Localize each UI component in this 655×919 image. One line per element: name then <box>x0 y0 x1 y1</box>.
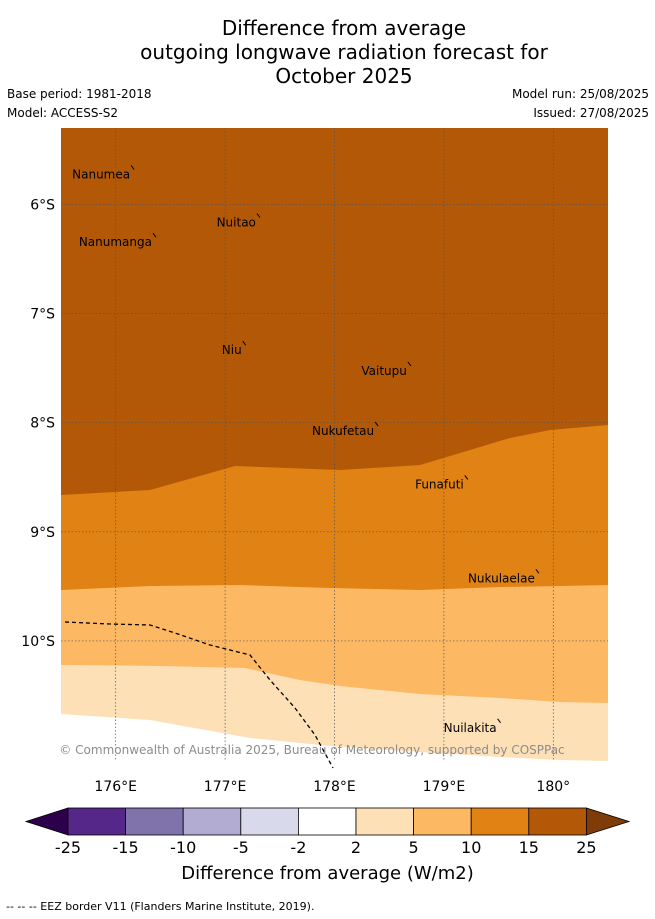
colorbar-tick-label: 5 <box>409 838 419 857</box>
issued-date: Issued: 27/08/2025 <box>533 106 649 120</box>
colorbar-tick-label: 15 <box>519 838 539 857</box>
model-run: Model run: 25/08/2025 <box>511 87 649 101</box>
colorbar-tick-label: -15 <box>113 838 139 857</box>
island-label: Nanumea <box>72 167 130 181</box>
colorbar-segment <box>355 807 414 836</box>
island-label: Nukulaelae <box>468 571 535 585</box>
colorbar-title: Difference from average (W/m2) <box>181 863 474 884</box>
colorbar-segment <box>67 807 126 836</box>
map-title: Difference from average outgoing longwav… <box>0 16 655 88</box>
longitude-tick-label: 176°E <box>94 779 137 795</box>
island-labels: Nanumea Nuitao Nanumanga Niu Vaitupu Nukufeta… <box>72 165 540 735</box>
island-mark <box>256 213 261 218</box>
island-label: Nukufetau <box>312 424 374 438</box>
title-line-3: October 2025 <box>275 64 413 88</box>
latitude-tick-label: 8°S <box>30 416 55 432</box>
eez-border <box>64 621 334 769</box>
longitude-tick-label: 178°E <box>313 779 356 795</box>
colorbar-segment <box>125 807 184 836</box>
island-mark <box>407 361 412 367</box>
colorbar-segment <box>470 807 530 836</box>
colorbar-tick-label: -10 <box>170 838 196 857</box>
colorbar-tick-label: -2 <box>290 838 306 857</box>
colorbar-tick-label: 10 <box>461 838 481 857</box>
island-mark <box>374 421 379 427</box>
island-label: Nuitao <box>217 215 256 229</box>
colorbar-segment <box>297 807 357 836</box>
island-mark <box>242 340 247 346</box>
model-name: Model: ACCESS-S2 <box>7 106 119 120</box>
latitude-tick-labels: 6°S 7°S 8°S 9°S 10°S <box>21 197 55 650</box>
map-panel: Nanumea Nuitao Nanumanga Niu Vaitupu Nukufeta… <box>59 128 608 769</box>
copyright-notice: © Commonwealth of Australia 2025, Bureau… <box>59 743 564 757</box>
colorbar-segment <box>528 807 587 836</box>
island-mark <box>130 165 135 170</box>
colorbar-tick-label: -5 <box>233 838 249 857</box>
longitude-tick-label: 180° <box>536 779 570 795</box>
base-period: Base period: 1981-2018 <box>7 87 152 101</box>
colorbar-segment <box>413 807 472 836</box>
title-line-1: Difference from average <box>221 16 467 40</box>
longitude-tick-labels: 176°E 177°E 178°E 179°E 180° <box>94 779 570 795</box>
island-label: Niu <box>222 343 242 357</box>
title-line-2: outgoing longwave radiation forecast for <box>140 40 548 64</box>
colorbar-tick-label: 25 <box>576 838 596 857</box>
island-label: Nuilakita <box>444 721 497 735</box>
island-mark <box>464 475 469 480</box>
latitude-tick-label: 10°S <box>21 634 55 650</box>
colorbar-over-arrow <box>586 807 631 836</box>
island-mark <box>497 718 501 724</box>
eez-legend-note: -- -- -- EEZ border V11 (Flanders Marine… <box>6 900 315 913</box>
longitude-tick-label: 177°E <box>204 779 247 795</box>
colorbar-under-arrow <box>24 807 69 836</box>
colorbar-tick-label: 2 <box>351 838 361 857</box>
island-mark <box>535 568 540 574</box>
island-label: Nanumanga <box>79 235 152 249</box>
gridlines <box>61 128 608 761</box>
colorbar: -25 -15 -10 -5 -2 2 5 10 15 25 <box>24 807 631 857</box>
colorbar-segment <box>182 807 242 836</box>
island-label: Vaitupu <box>361 364 407 378</box>
island-label: Funafuti <box>415 477 464 491</box>
latitude-tick-label: 7°S <box>30 307 55 323</box>
latitude-tick-label: 9°S <box>30 525 55 541</box>
colorbar-segment <box>240 807 299 836</box>
band-neutral <box>61 714 608 761</box>
colorbar-tick-label: -25 <box>55 838 81 857</box>
longitude-tick-label: 179°E <box>423 779 466 795</box>
latitude-tick-label: 6°S <box>30 197 55 213</box>
island-mark <box>152 232 157 238</box>
